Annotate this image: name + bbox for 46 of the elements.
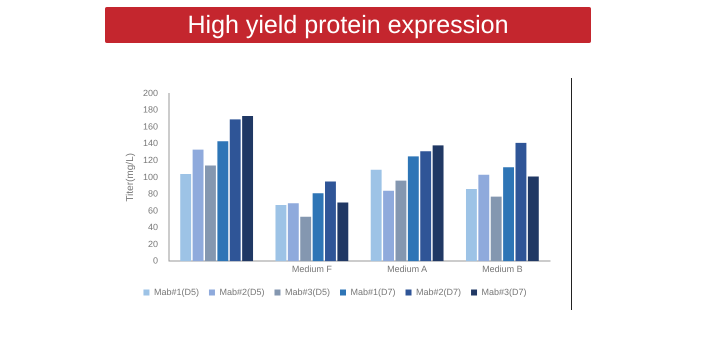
bar [230, 119, 241, 262]
y-tick-label: 20 [148, 238, 158, 249]
y-tick-label: 40 [148, 222, 158, 232]
bar [528, 176, 539, 262]
bar [217, 141, 228, 262]
legend-label: Mab#3(D5) [284, 286, 330, 297]
bar [408, 156, 419, 262]
bar [420, 151, 432, 262]
bar [180, 174, 192, 262]
y-tick-label: 160 [142, 121, 158, 132]
bar [516, 142, 526, 262]
bar [288, 203, 299, 262]
bar [370, 170, 382, 262]
bar [337, 202, 348, 262]
legend-label: Mab#3(D7) [482, 286, 527, 297]
x-tick-label: Medium F [292, 264, 332, 274]
y-axis-title: Titer(mg/L) [124, 153, 136, 202]
bar [300, 216, 312, 262]
bar [466, 189, 477, 262]
bar [395, 180, 406, 262]
bar [192, 150, 204, 262]
bar [205, 166, 216, 262]
legend-label: Mab#2(D5) [219, 286, 264, 297]
y-tick-label: 140 [142, 138, 158, 148]
x-tick-label: Medium A [387, 264, 428, 274]
y-tick-label: 80 [148, 188, 158, 199]
y-tick-label: 180 [142, 104, 158, 115]
bar [503, 167, 514, 262]
bar [325, 181, 336, 262]
y-tick-label: 120 [142, 155, 158, 166]
y-tick-label: 100 [142, 172, 158, 182]
x-tick-label: Medium B [482, 264, 523, 274]
y-tick-label: 200 [142, 88, 158, 98]
chart-title: High yield protein expression [105, 7, 591, 43]
legend-label: Mab#1(D7) [350, 286, 396, 297]
bar [242, 116, 254, 262]
bar [432, 145, 444, 262]
bar [383, 190, 394, 262]
bar [312, 193, 324, 262]
y-tick-label: 60 [148, 205, 158, 216]
legend-label: Mab#2(D7) [416, 286, 462, 297]
y-tick-label: 0 [153, 256, 158, 266]
bar [275, 204, 286, 262]
legend-label: Mab#1(D5) [154, 286, 199, 297]
bar [478, 174, 490, 262]
bar [490, 196, 502, 262]
